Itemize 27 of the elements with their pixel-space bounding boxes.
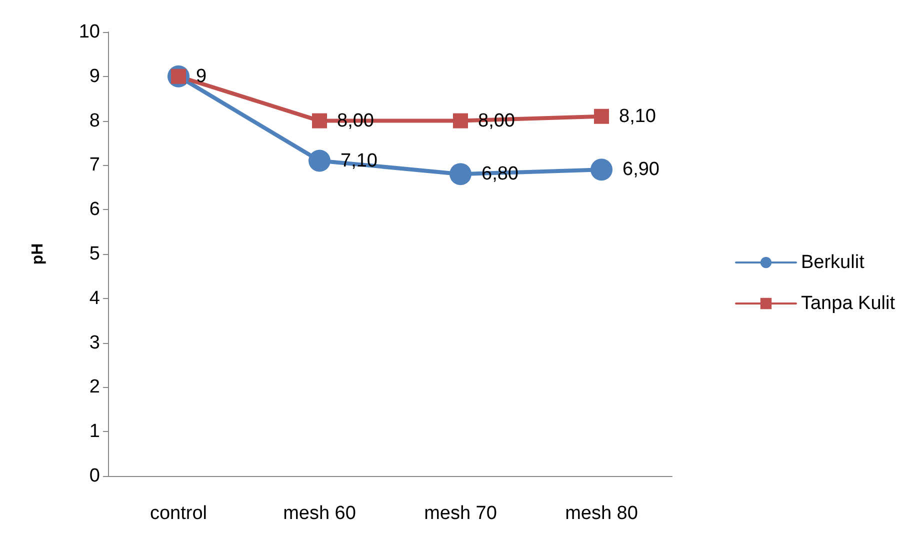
y-axis-title: pH: [30, 243, 46, 265]
y-tick-label: 8: [89, 110, 100, 132]
x-tick-label: mesh 80: [565, 503, 638, 524]
y-tick-label: 2: [89, 376, 100, 398]
y-tick-label: 5: [89, 244, 100, 264]
x-tick-label: control: [150, 503, 208, 524]
y-tick-label: 4: [89, 288, 100, 309]
legend-label: Berkulit: [800, 252, 866, 273]
point: [453, 113, 468, 128]
point: [590, 158, 612, 181]
y-tick-label: 3: [89, 332, 100, 354]
x-tick-label: mesh 70: [424, 503, 497, 524]
y-tick-label: 0: [89, 466, 100, 486]
point: [450, 163, 472, 186]
y-tick-label: 6: [89, 199, 100, 220]
x-tick-label: mesh 60: [283, 503, 356, 524]
y-tick-label: 7: [89, 154, 100, 176]
point: [312, 113, 327, 128]
data-label: 9: [196, 66, 207, 87]
y-tick-label: 10: [78, 22, 100, 42]
point: [308, 150, 330, 172]
y-tick-label: 1: [89, 421, 100, 442]
data-label: 6,90: [622, 159, 660, 180]
data-label: 8,10: [619, 106, 656, 127]
legend-label: Tanpa Kulit: [800, 293, 896, 314]
y-tick-label: 9: [89, 66, 100, 87]
point: [594, 108, 609, 124]
